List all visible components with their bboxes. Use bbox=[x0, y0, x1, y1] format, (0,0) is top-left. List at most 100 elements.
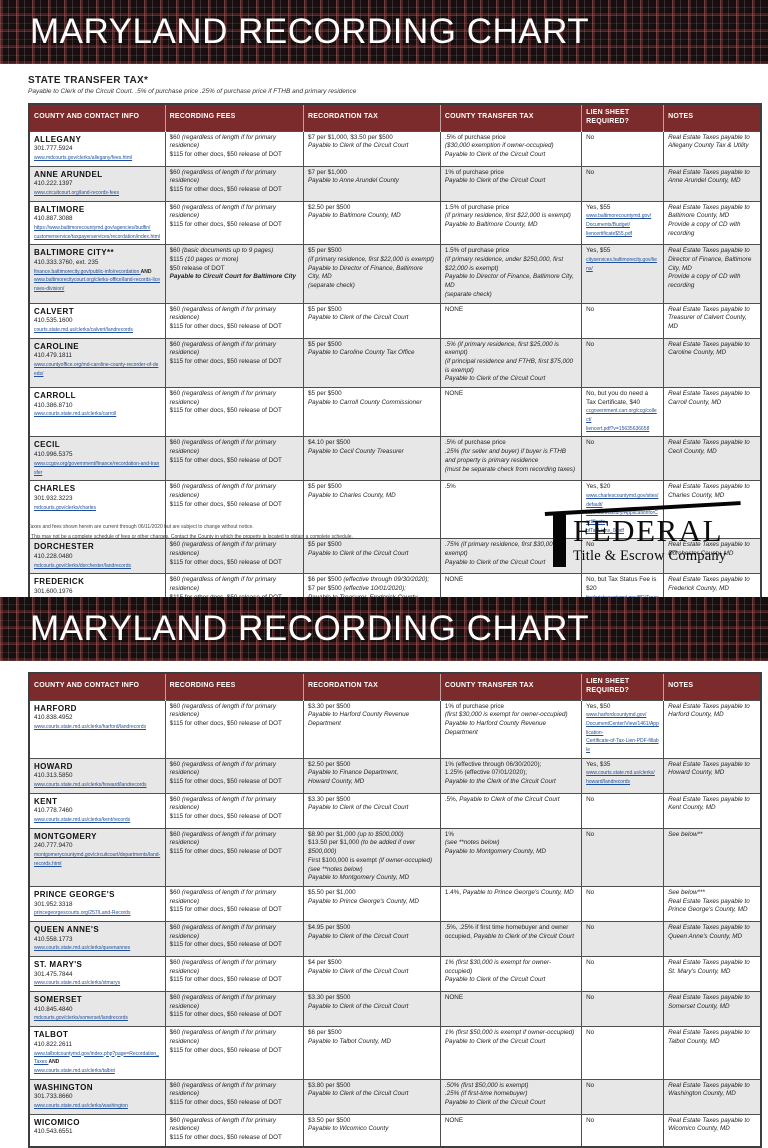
hyperlink[interactable]: mdcourts.gov/clerks/somerset/landrecords bbox=[34, 1015, 128, 1022]
hyperlink[interactable]: princegeorgescourts.org/257/Land-Records bbox=[34, 910, 131, 917]
cell-text: $115 for other docs, $50 release of DOT bbox=[169, 976, 282, 984]
hyperlink[interactable]: DocumentCenter/View/1461/Application- bbox=[586, 720, 659, 736]
cell-notes: Real Estate Taxes payable to Washington … bbox=[663, 1078, 762, 1115]
hyperlink[interactable]: www.baltimorecitycourt.org/clerks-office… bbox=[34, 277, 161, 293]
cell-text: 1% (first $50,000 is exempt if owner-occ… bbox=[444, 1029, 575, 1037]
pdf-page-2: MARYLAND RECORDING CHART COUNTY AND CONT… bbox=[0, 597, 768, 1148]
cell-lien-sheet: No, but you do need a Tax Certificate, $4… bbox=[581, 386, 665, 438]
hyperlink[interactable]: www.harfordcountymd.gov/ bbox=[586, 712, 647, 719]
cell-text: .25% (if first-time homebuyer) bbox=[444, 1090, 528, 1098]
hyperlink[interactable]: www.courts.state.md.us/clerks/stmarys bbox=[34, 980, 121, 987]
cell-recording-fees: $60 (regardless of length if for primary… bbox=[164, 792, 304, 829]
hyperlink[interactable]: finance.baltimorecity.gov/public-info/re… bbox=[34, 268, 141, 275]
hyperlink[interactable]: www.courts.state.md.us/clerks/harford/la… bbox=[34, 723, 146, 730]
cell-text: FREDERICK bbox=[34, 577, 85, 587]
cell-text: 301.475.7844 bbox=[34, 970, 73, 978]
cell-lien-sheet: Yes, $50 www.harfordcountymd.gov/Document… bbox=[581, 699, 665, 759]
hyperlink[interactable]: mdcourts.gov/clerks/charles bbox=[34, 504, 96, 511]
cell-notes: Real Estate Taxes payable to Cecil Count… bbox=[663, 436, 762, 482]
cell-text: Yes, $50 bbox=[586, 702, 611, 710]
cell-text: Real Estate Taxes payable to Charles Cou… bbox=[668, 483, 750, 499]
hyperlink[interactable]: montgomerycountymd.gov/circuitcourt/depa… bbox=[34, 852, 161, 867]
cell-text: $6 per $500 bbox=[307, 1029, 342, 1037]
cell-county-contact: WICOMICO 410.543.6551 bbox=[28, 1113, 166, 1148]
hyperlink[interactable]: howard/landrecords bbox=[586, 779, 631, 785]
cell-recording-fees: $60 (regardless of length if for primary… bbox=[164, 699, 304, 759]
hyperlink[interactable]: www.countyoffice.org/md-caroline-county-… bbox=[34, 361, 159, 377]
cell-text: Payable to Prince George's County, MD bbox=[462, 888, 574, 896]
hyperlink[interactable]: www.courts.state.md.us/clerks/talbot bbox=[34, 1067, 115, 1074]
hyperlink[interactable]: www.courts.state.md.us/clerks/carroll bbox=[34, 411, 117, 418]
hyperlink[interactable]: www.charlescountymd.gov/sites/default/ bbox=[586, 492, 659, 508]
column-header: NOTES bbox=[663, 104, 762, 131]
hyperlink[interactable]: ofTaxLiens_0.pdf bbox=[586, 527, 624, 534]
hyperlink[interactable]: www.courts.state.md.us/clerks/kent/recor… bbox=[34, 817, 131, 824]
hyperlink[interactable]: www.courts.state.md.us/clerks/queenannes bbox=[34, 945, 131, 952]
hyperlink[interactable]: Documents/Budget/ bbox=[586, 222, 631, 228]
hyperlink[interactable]: www.baltimorecountymd.gov/ bbox=[586, 213, 652, 220]
cell-text: (regardless of length if for primary res… bbox=[169, 203, 277, 220]
cell-text: $115 for other docs, $50 release of DOT bbox=[169, 941, 282, 949]
cell-lien-sheet: No bbox=[581, 165, 665, 202]
hyperlink[interactable]: www.courts.state.md.us/clerks/howard/lan… bbox=[34, 782, 147, 788]
cell-text: Payable to Clerk of the Circuit Court bbox=[444, 976, 546, 984]
hyperlink[interactable]: liencert.pdf?v=15635636658 bbox=[586, 425, 650, 432]
hyperlink[interactable]: cityservices.baltimorecity.gov/liens/ bbox=[586, 257, 657, 272]
cell-county-transfer-tax: NONE bbox=[439, 302, 583, 339]
cell-text: (regardless of length if for primary res… bbox=[169, 340, 277, 357]
cell-text: $60 bbox=[169, 1081, 182, 1089]
cell-text: 301.777.5924 bbox=[34, 145, 73, 153]
hyperlink[interactable]: www.mdcourts.gov/clerks/allegany/fees.ht… bbox=[34, 154, 133, 161]
cell-recordation-tax: $8.90 per $1,000 (up to $500,000) $13.50 … bbox=[302, 827, 441, 887]
hyperlink[interactable]: https://www.baltimorecountymd.gov/agenci… bbox=[34, 225, 151, 231]
cell-lien-sheet: No bbox=[581, 1078, 665, 1115]
cell-text: Payable to Finance Department, bbox=[307, 769, 399, 777]
cell-text: (separate check) bbox=[307, 282, 355, 290]
cell-notes: Real Estate Taxes payable to Charles Cou… bbox=[663, 480, 762, 540]
column-header: COUNTY AND CONTACT INFO bbox=[29, 673, 166, 700]
cell-lien-sheet: No bbox=[581, 991, 665, 1028]
cell-text: $60 bbox=[169, 168, 182, 176]
cell-recordation-tax: $3.80 per $500 Payable to Clerk of the Ci… bbox=[302, 1078, 441, 1115]
cell-text: $115 for other docs, $50 release of DOT bbox=[169, 558, 282, 566]
cell-recordation-tax: $3.30 per $500 Payable to Clerk of the Ci… bbox=[302, 991, 441, 1028]
table-row-calvert: CALVERT 410.535.1600 courts.state.md.us/cl… bbox=[28, 302, 762, 339]
cell-lien-sheet: No bbox=[581, 337, 665, 389]
cell-notes: Real Estate Taxes payable to Wicomico Co… bbox=[663, 1113, 762, 1148]
cell-text: (regardless of length if for primary res… bbox=[169, 888, 277, 905]
cell-text: $115 for other docs, $50 release of DOT bbox=[169, 407, 282, 415]
hyperlink[interactable]: courts.state.md.us/clerks/calvert/landre… bbox=[34, 326, 133, 333]
cell-county-transfer-tax: NONE bbox=[439, 386, 583, 438]
cell-text: $3.30 per $500 bbox=[307, 795, 351, 803]
cell-text: NONE bbox=[444, 994, 464, 1002]
cell-recording-fees: $60 (regardless of length if for primary… bbox=[164, 955, 304, 993]
table-header-row: COUNTY AND CONTACT INFO RECORDING FEES REC… bbox=[29, 673, 762, 700]
table-row-allegany: ALLEGANY 301.777.5924 www.mdcourts.gov/cle… bbox=[28, 130, 762, 167]
hyperlink[interactable]: www.courts.state.md.us/clerks/washington bbox=[34, 1102, 128, 1109]
hyperlink[interactable]: www.ccgov.org/government/finance/recorda… bbox=[34, 460, 160, 476]
cell-text: (up to $500,000) bbox=[357, 830, 404, 838]
cell-lien-sheet: Yes, $35 www.courts.state.md.us/clerks/ho… bbox=[581, 757, 665, 794]
cell-text: ALLEGANY bbox=[34, 134, 82, 144]
cell-text: $60 bbox=[169, 702, 182, 710]
hyperlink[interactable]: www.courts.state.md.us/clerks/ bbox=[586, 770, 655, 777]
cell-text: Payable to Clerk of the Circuit Court bbox=[444, 1098, 546, 1106]
cell-text: $5 per $500 bbox=[307, 390, 342, 397]
hyperlink[interactable]: liencertificate$55.pdf bbox=[586, 230, 632, 237]
hyperlink[interactable]: Certificate-of-Tax-Lien-PDF-fillable bbox=[586, 738, 659, 753]
cell-text: (regardless of length if for primary res… bbox=[169, 702, 277, 719]
column-header: RECORDATION TAX bbox=[303, 104, 441, 131]
cell-text: (regardless of length if for primary res… bbox=[169, 483, 277, 499]
cell-text: Payable to Harford County Revenue Depart… bbox=[444, 719, 547, 736]
cell-recording-fees: $60 (regardless of length if for primary… bbox=[164, 920, 304, 958]
cell-text: 1% of purchase price bbox=[444, 702, 505, 710]
hyperlink[interactable]: www.circuitcourt.org/land-records-fees bbox=[34, 189, 120, 196]
table-row-anne-arundel: ANNE ARUNDEL 410.222.1397 www.circuitcourt… bbox=[28, 165, 762, 202]
cell-text: $60 bbox=[169, 923, 182, 931]
hyperlink[interactable]: mdcourts.gov/clerks/dorchester/landrecor… bbox=[34, 562, 131, 569]
hyperlink[interactable]: files/fas/treasury/ApplicationforCertifi… bbox=[586, 510, 658, 525]
cell-text: $4.95 per $500 bbox=[307, 923, 351, 931]
cell-text: No, but Tax Status Fee is $20 bbox=[586, 576, 657, 593]
hyperlink[interactable]: customerservice/taxpayerservices/recorda… bbox=[34, 233, 160, 240]
hyperlink[interactable]: ccgovernment.carr.org/ccg/collect/ bbox=[586, 408, 657, 424]
